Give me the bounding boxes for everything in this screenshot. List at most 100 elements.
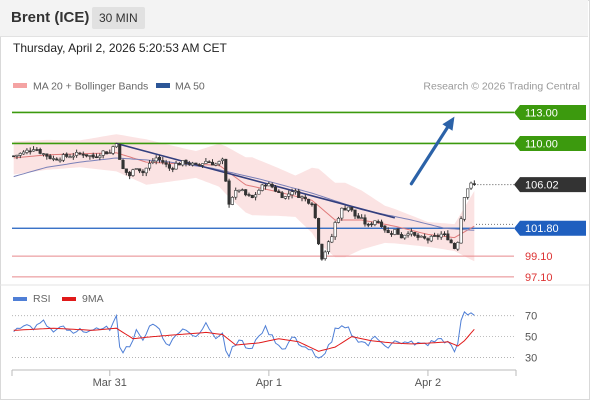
candle — [423, 233, 427, 240]
level-106-02-tag — [514, 177, 586, 193]
candle-body — [396, 228, 400, 235]
candle-body — [409, 231, 413, 235]
candle — [68, 154, 72, 159]
candle-body — [356, 215, 360, 219]
candle-body — [366, 223, 370, 226]
candle — [240, 188, 244, 192]
candle-body — [12, 155, 16, 158]
candle-body — [466, 188, 470, 198]
candle — [399, 232, 403, 239]
candle — [45, 153, 49, 160]
trendline — [116, 142, 396, 219]
candle-body — [174, 163, 178, 170]
candle — [293, 188, 297, 195]
candle — [134, 168, 138, 170]
time-tick-label: Apr 2 — [415, 377, 441, 389]
time-axis: Mar 31 Apr 1 Apr 2 — [11, 369, 517, 389]
candle-body — [207, 161, 211, 164]
candle-body — [449, 239, 453, 244]
candle — [114, 142, 118, 148]
candle-body — [389, 233, 394, 235]
candle — [257, 188, 261, 195]
legend-label-ma20: MA 20 + Bollinger Bands — [33, 81, 148, 93]
candle — [287, 190, 291, 200]
candle — [65, 152, 69, 159]
candle-body — [383, 225, 387, 231]
candle-body — [147, 163, 152, 169]
candle — [439, 231, 443, 240]
candle — [124, 168, 128, 176]
legend-label-9ma: 9MA — [82, 293, 104, 305]
candle-body — [376, 221, 380, 223]
candle-body — [436, 235, 440, 238]
candle — [297, 188, 301, 198]
candle — [230, 196, 234, 206]
candle-body — [144, 167, 148, 174]
candle-body — [65, 153, 69, 157]
instrument-title: Brent (ICE) — [11, 9, 90, 26]
candle-body — [452, 242, 457, 249]
candle-body — [45, 153, 49, 157]
candle — [290, 188, 294, 199]
candle — [360, 214, 364, 219]
candle — [456, 241, 460, 251]
candle-body — [171, 168, 175, 170]
candle — [35, 147, 39, 152]
candle-body — [22, 151, 26, 155]
candle-body — [81, 153, 85, 156]
candle — [313, 203, 317, 220]
candle-body — [379, 221, 384, 227]
candle-body — [41, 153, 46, 155]
candle — [12, 155, 16, 158]
candle — [389, 230, 394, 237]
legend-label-ma50: MA 50 — [175, 81, 205, 93]
candle-body — [197, 164, 201, 166]
ma20-line — [13, 152, 475, 239]
candle-body — [472, 183, 476, 185]
candle-body — [330, 236, 334, 243]
candle — [167, 161, 171, 171]
candle — [141, 169, 145, 177]
candle-body — [131, 169, 135, 176]
candle-body — [25, 149, 29, 153]
bollinger-band — [13, 134, 475, 262]
candle-body — [307, 198, 311, 204]
candle — [71, 152, 75, 160]
level-113-00-label: 113.00 — [525, 107, 558, 119]
candle — [326, 240, 331, 255]
candle-body — [224, 158, 228, 182]
candle — [214, 162, 218, 167]
candle — [101, 150, 105, 159]
candle-body — [240, 189, 244, 191]
candle-body — [151, 160, 155, 163]
candle-body — [118, 143, 122, 160]
legend-swatch-ma20 — [13, 83, 27, 88]
candle-body — [15, 154, 19, 157]
time-tick-label: Mar 31 — [93, 377, 127, 389]
candle-body — [31, 149, 36, 152]
candle-body — [48, 155, 52, 159]
candle-body — [353, 209, 357, 217]
candle-body — [184, 159, 188, 165]
candle — [320, 243, 324, 261]
legend-swatch-ma50 — [156, 83, 170, 88]
candle — [191, 161, 195, 167]
candle — [333, 220, 337, 240]
rsi-9ma-line — [13, 327, 475, 352]
candle — [459, 216, 463, 244]
candle-body — [247, 194, 251, 196]
candle-body — [416, 234, 420, 238]
candle-body — [164, 162, 168, 165]
candle-body — [111, 146, 115, 154]
candle-body — [244, 189, 248, 196]
candle — [78, 151, 82, 156]
candle — [58, 157, 62, 163]
candle-body — [346, 206, 350, 211]
candle — [204, 158, 208, 164]
candle-body — [138, 168, 142, 172]
candle — [469, 181, 473, 190]
candle-body — [263, 184, 268, 187]
candle — [144, 167, 148, 177]
timeframe-selector[interactable]: 30 MIN — [92, 7, 145, 29]
chart-datetime: Thursday, April 2, 2026 5:20:53 AM CET — [13, 41, 227, 55]
